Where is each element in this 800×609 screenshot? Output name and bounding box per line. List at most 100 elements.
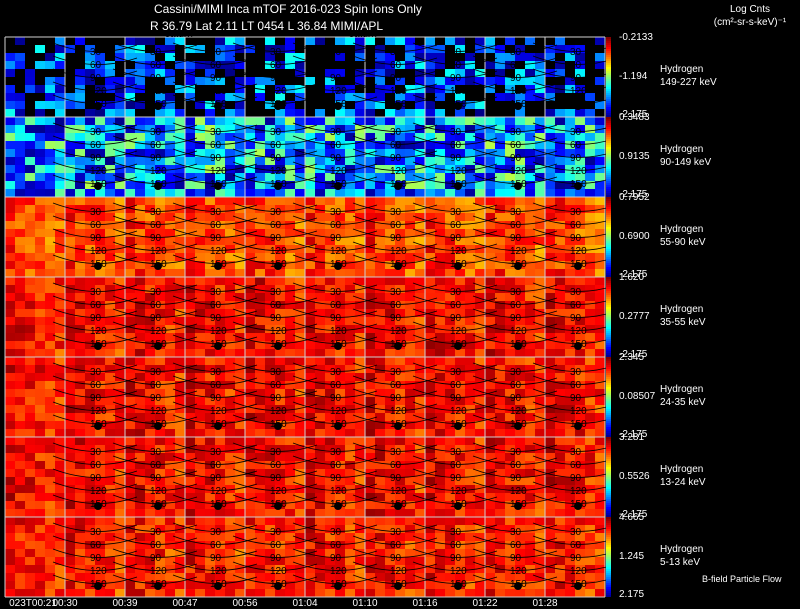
heatmap-cell — [105, 317, 115, 325]
angle-contour-label: 30 — [270, 287, 282, 298]
heatmap-cell — [505, 317, 515, 325]
heatmap-cell — [315, 357, 325, 365]
heatmap-cell — [255, 557, 265, 565]
heatmap-cell — [545, 405, 555, 413]
heatmap-cell — [195, 421, 205, 429]
heatmap-cell — [355, 565, 365, 573]
heatmap-cell — [255, 453, 265, 461]
heatmap-cell — [195, 157, 205, 165]
angle-contour-label: 30 — [570, 207, 582, 218]
heatmap-cell — [305, 189, 315, 197]
heatmap-cell — [295, 237, 305, 245]
heatmap-cell — [335, 277, 345, 285]
heatmap-cell — [165, 205, 175, 213]
heatmap-cell — [175, 213, 185, 221]
heatmap-cell — [265, 565, 275, 573]
heatmap-cell — [395, 429, 405, 437]
heatmap-cell — [105, 549, 115, 557]
heatmap-cell — [245, 133, 255, 141]
heatmap-cell — [545, 109, 555, 117]
heatmap-cell — [235, 461, 245, 469]
angle-contour-label: 150 — [270, 259, 287, 270]
heatmap-cell — [265, 261, 275, 269]
heatmap-cell — [575, 373, 585, 381]
heatmap-cell — [475, 261, 485, 269]
heatmap-cell — [95, 61, 105, 69]
heatmap-cell — [105, 405, 115, 413]
heatmap-cell — [235, 117, 245, 125]
heatmap-cell — [365, 413, 375, 421]
heatmap-cell — [485, 501, 495, 509]
heatmap-cell — [445, 61, 455, 69]
heatmap-cell — [235, 101, 245, 109]
heatmap-cell — [155, 485, 165, 493]
heatmap-cell — [55, 221, 65, 229]
heatmap-cell — [325, 141, 335, 149]
heatmap-cell — [325, 493, 335, 501]
colorbar-segment — [606, 75, 611, 77]
heatmap-cell — [135, 397, 145, 405]
heatmap-cell — [515, 45, 525, 53]
heatmap-cell — [45, 461, 55, 469]
heatmap-cell — [555, 349, 565, 357]
heatmap-cell — [105, 517, 115, 525]
angle-contour-label: 90 — [390, 73, 402, 84]
heatmap-cell — [215, 437, 225, 445]
heatmap-cell — [295, 69, 305, 77]
heatmap-cell — [395, 125, 405, 133]
heatmap-cell — [415, 461, 425, 469]
heatmap-cell — [225, 413, 235, 421]
heatmap-cell — [595, 325, 605, 333]
heatmap-cell — [95, 477, 105, 485]
heatmap-cell — [575, 469, 585, 477]
heatmap-cell — [475, 541, 485, 549]
heatmap-cell — [95, 429, 105, 437]
heatmap-cell — [495, 133, 505, 141]
heatmap-cell — [495, 229, 505, 237]
angle-contour-label: 120 — [510, 566, 527, 577]
heatmap-cell — [445, 517, 455, 525]
heatmap-cell — [285, 197, 295, 205]
heatmap-cell — [365, 589, 375, 597]
heatmap-cell — [15, 501, 25, 509]
colorbar-segment — [606, 125, 611, 127]
heatmap-cell — [215, 373, 225, 381]
heatmap-cell — [335, 317, 345, 325]
heatmap-cell — [5, 373, 15, 381]
heatmap-cell — [35, 133, 45, 141]
heatmap-cell — [25, 461, 35, 469]
heatmap-cell — [195, 381, 205, 389]
heatmap-cell — [475, 101, 485, 109]
heatmap-cell — [335, 333, 345, 341]
heatmap-cell — [125, 381, 135, 389]
heatmap-cell — [345, 389, 355, 397]
heatmap-cell — [205, 245, 215, 253]
heatmap-cell — [335, 157, 345, 165]
heatmap-cell — [475, 77, 485, 85]
heatmap-cell — [595, 389, 605, 397]
angle-contour-label: 120 — [330, 166, 347, 177]
heatmap-cell — [55, 85, 65, 93]
heatmap-cell — [35, 525, 45, 533]
heatmap-cell — [165, 85, 175, 93]
heatmap-cell — [285, 429, 295, 437]
heatmap-cell — [395, 389, 405, 397]
heatmap-cell — [505, 541, 515, 549]
heatmap-cell — [415, 437, 425, 445]
heatmap-cell — [255, 69, 265, 77]
heatmap-cell — [365, 173, 375, 181]
heatmap-cell — [85, 301, 95, 309]
heatmap-cell — [45, 237, 55, 245]
heatmap-cell — [485, 101, 495, 109]
heatmap-cell — [125, 341, 135, 349]
heatmap-cell — [65, 61, 75, 69]
heatmap-cell — [155, 157, 165, 165]
heatmap-cell — [205, 229, 215, 237]
heatmap-cell — [35, 509, 45, 517]
heatmap-cell — [15, 205, 25, 213]
heatmap-cell — [555, 309, 565, 317]
colorbar-segment — [606, 63, 611, 65]
angle-contour-label: 60 — [150, 60, 162, 71]
heatmap-cell — [415, 181, 425, 189]
heatmap-cell — [455, 45, 465, 53]
